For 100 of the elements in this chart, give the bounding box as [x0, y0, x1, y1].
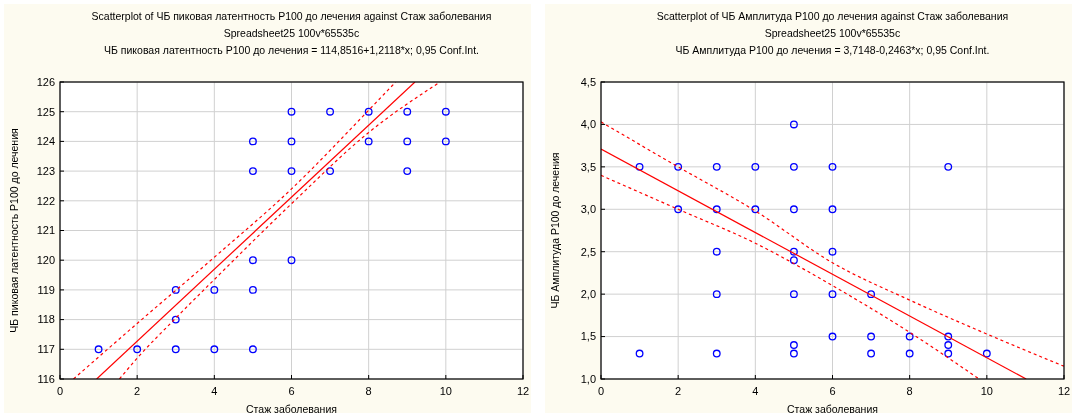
y-axis-title: ЧБ пиковая латентность P100 до лечения: [8, 128, 20, 333]
x-tick-label: 4: [752, 385, 759, 397]
y-tick-label: 116: [37, 372, 55, 385]
y-tick-label: 121: [36, 224, 55, 237]
point: [789, 247, 798, 256]
point: [828, 205, 837, 214]
point: [712, 162, 721, 171]
x-tick-label: 0: [597, 385, 605, 397]
point: [712, 349, 721, 358]
y-tick-label: 119: [37, 283, 55, 296]
point: [287, 167, 296, 176]
point: [133, 345, 142, 354]
y-tick-label: 125: [36, 105, 55, 118]
point: [403, 107, 412, 116]
y-tick-label: 126: [36, 75, 55, 88]
chart-subtitle: Spreadsheet25 100v*65535c: [223, 27, 360, 39]
point: [210, 285, 219, 294]
point: [248, 137, 257, 146]
point: [905, 332, 914, 341]
chart-title: Scatterplot of ЧБ Амплитуда P100 до лечения against Стаж заболевания: [656, 10, 1009, 22]
x-tick-label: 2: [675, 385, 682, 397]
y-tick-label: 4,5: [580, 75, 596, 88]
x-tick-label: 12: [516, 385, 530, 397]
y-tick-label: 2,0: [580, 287, 596, 300]
point: [171, 345, 180, 354]
point: [441, 107, 450, 116]
point: [944, 332, 953, 341]
text: ЧБ Амплитуда P100 до лечения = 3,7148-0,2463*x; 0,95 Conf.Int.: [675, 44, 990, 56]
point: [905, 349, 914, 358]
x-tick-label: 8: [906, 385, 913, 397]
point: [171, 285, 180, 294]
point: [94, 345, 103, 354]
point: [789, 120, 798, 129]
point: [674, 205, 683, 214]
point: [944, 349, 953, 358]
point: [828, 290, 837, 299]
x-tick-label: 10: [980, 385, 993, 397]
point: [712, 290, 721, 299]
point: [789, 341, 798, 350]
point: [789, 256, 798, 265]
point: [364, 107, 373, 116]
point: [867, 349, 876, 358]
x-axis-title: Стаж заболевания: [787, 403, 878, 415]
point: [403, 167, 412, 176]
y-tick-label: 122: [36, 194, 55, 207]
point: [248, 345, 257, 354]
y-tick-label: 1,0: [580, 372, 596, 385]
y-axis-title: ЧБ Амплитуда P100 до лечения: [549, 152, 561, 309]
point: [712, 247, 721, 256]
line-series: [601, 121, 1064, 367]
point: [287, 107, 296, 116]
point: [248, 285, 257, 294]
point: [751, 205, 760, 214]
point: [326, 107, 335, 116]
point: [248, 167, 257, 176]
point: [364, 137, 373, 146]
x-tick-label: 6: [829, 385, 836, 397]
point: [789, 162, 798, 171]
point: [751, 162, 760, 171]
x-tick-label: 6: [288, 385, 295, 397]
y-tick-label: 117: [37, 343, 55, 356]
point: [867, 332, 876, 341]
point: [712, 205, 721, 214]
point: [944, 162, 953, 171]
y-tick-label: 4,0: [580, 118, 596, 131]
chart-subtitle: Spreadsheet25 100v*65535c: [764, 27, 901, 39]
point: [171, 315, 180, 324]
x-tick-label: 4: [211, 385, 218, 397]
text: ЧБ пиковая латентность P100 до лечения = 114,8516+1,2118*x; 0,95 Conf.Int.: [103, 44, 480, 56]
point: [248, 256, 257, 265]
point: [789, 290, 798, 299]
line-series: [601, 174, 980, 379]
y-tick-label: 3,5: [580, 160, 596, 173]
y-tick-label: 123: [36, 164, 55, 177]
point: [828, 247, 837, 256]
chart-title: Scatterplot of ЧБ пиковая латентность P100 до лечения against Стаж заболевания: [91, 10, 492, 22]
point: [287, 256, 296, 265]
point: [674, 162, 683, 171]
x-axis-title: Стаж заболевания: [246, 403, 337, 415]
point: [326, 167, 335, 176]
x-tick-label: 2: [134, 385, 141, 397]
x-tick-label: 0: [56, 385, 64, 397]
y-tick-label: 3,0: [580, 203, 596, 216]
point: [982, 349, 991, 358]
y-tick-label: 120: [36, 254, 55, 267]
x-tick-label: 10: [439, 385, 452, 397]
point: [789, 349, 798, 358]
point: [944, 341, 953, 350]
point: [789, 205, 798, 214]
point: [867, 290, 876, 299]
y-tick-label: 1,5: [580, 330, 596, 343]
y-tick-label: 118: [37, 313, 55, 326]
x-tick-label: 8: [365, 385, 372, 397]
point: [210, 345, 219, 354]
x-tick-label: 12: [1057, 385, 1071, 397]
point: [403, 137, 412, 146]
point: [635, 349, 644, 358]
point: [828, 332, 837, 341]
point: [287, 137, 296, 146]
point: [635, 162, 644, 171]
